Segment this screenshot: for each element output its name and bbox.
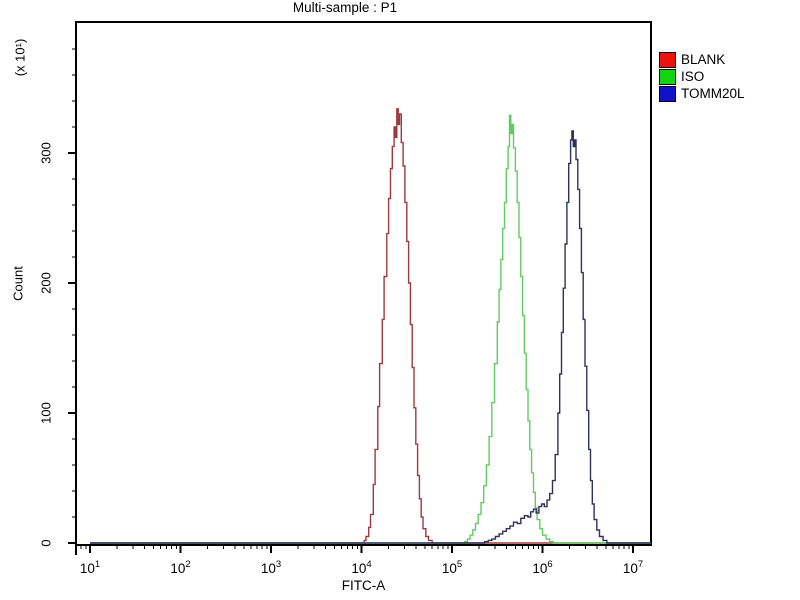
svg-text:300: 300 (38, 142, 53, 164)
svg-text:200: 200 (38, 272, 53, 294)
curve-tomm20l (90, 130, 652, 544)
svg-text:102: 102 (170, 559, 190, 576)
legend-label-blank: BLANK (681, 52, 726, 67)
legend-row-tomm20l: TOMM20L (659, 85, 745, 102)
legend: BLANK ISO TOMM20L (659, 51, 745, 102)
tomm20l-color-swatch (659, 85, 676, 102)
tick-label-layer: 101 102 103 104 105 106 107 0 100 200 300 (38, 142, 643, 576)
legend-label-tomm20l: TOMM20L (681, 86, 745, 101)
iso-color-swatch (659, 68, 676, 85)
svg-text:107: 107 (623, 559, 643, 576)
svg-text:103: 103 (261, 559, 281, 576)
svg-text:101: 101 (80, 559, 100, 576)
curve-iso (90, 114, 652, 544)
blank-color-swatch (659, 51, 676, 68)
axes-layer (68, 21, 652, 555)
legend-row-iso: ISO (659, 68, 745, 85)
legend-label-iso: ISO (681, 69, 705, 84)
svg-text:100: 100 (38, 402, 53, 424)
histogram-curves (90, 108, 652, 544)
svg-text:0: 0 (38, 539, 53, 546)
x-axis-label: FITC-A (341, 578, 386, 593)
svg-text:105: 105 (442, 559, 462, 576)
chart-title: Multi-sample : P1 (292, 0, 398, 15)
svg-text:106: 106 (532, 559, 552, 576)
svg-text:104: 104 (351, 559, 371, 576)
legend-row-blank: BLANK (659, 51, 745, 68)
curve-blank (90, 108, 652, 544)
